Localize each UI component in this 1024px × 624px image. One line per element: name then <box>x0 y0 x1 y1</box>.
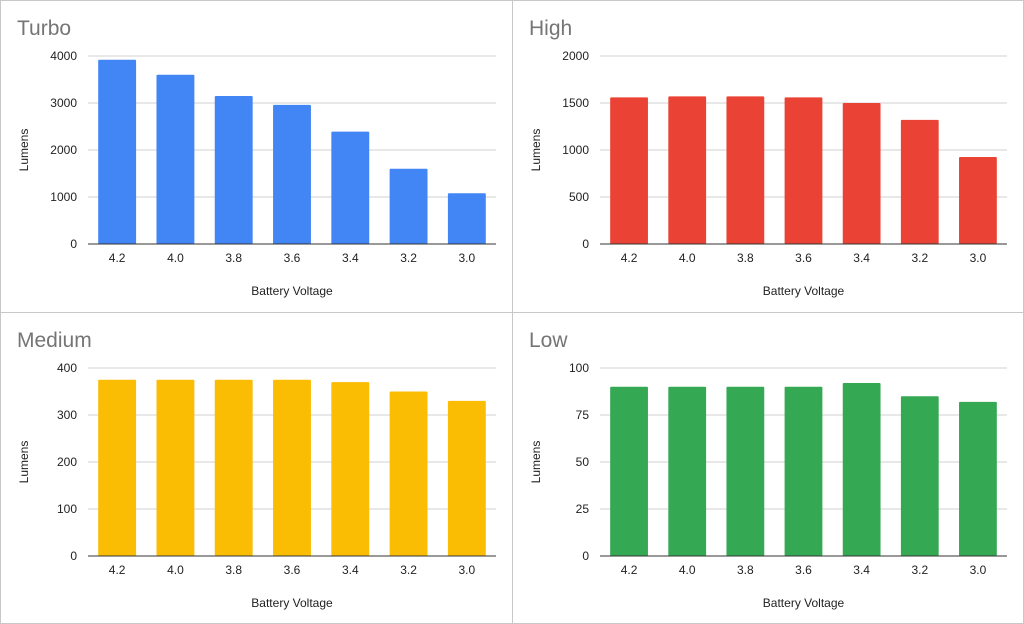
low-chart: Low 0 25 50 75 100 4.2 4.0 3.8 3.6 3.4 3.2 3.0 Batter… <box>529 329 1007 610</box>
x-tick-label: 3.8 <box>737 563 754 577</box>
bar-4-0 <box>156 74 195 244</box>
x-tick-label: 3.0 <box>459 563 476 577</box>
x-tick-label: 3.8 <box>225 563 242 577</box>
y-tick-label: 75 <box>576 408 590 422</box>
bar-3-8 <box>726 386 765 556</box>
y-tick-label: 400 <box>57 361 77 375</box>
y-tick-label: 0 <box>70 237 77 251</box>
y-axis-label: Lumens <box>529 129 543 172</box>
bar-3-4 <box>842 103 881 244</box>
medium-chart: Medium 0 100 200 300 400 4.2 4.0 3.8 3.6 3.4 3.2 3.0… <box>17 329 496 610</box>
y-tick-label: 100 <box>569 361 589 375</box>
chart-title: Low <box>529 329 568 352</box>
y-tick-label: 0 <box>70 549 77 563</box>
bar-4-0 <box>156 379 195 556</box>
x-axis-label: Battery Voltage <box>251 284 333 298</box>
low-chart-panel: Low 0 25 50 75 100 4.2 4.0 3.8 3.6 3.4 3.2 3.0 Batter… <box>512 312 1024 624</box>
high-chart: High 0 500 1000 1500 2000 4.2 4.0 3.8 3.6 3.4 3.2 3.… <box>529 17 1007 298</box>
y-axis-label: Lumens <box>17 441 31 484</box>
x-tick-label: 3.4 <box>853 251 870 265</box>
bar-4-0 <box>668 386 707 556</box>
bar-3-8 <box>214 95 253 244</box>
bar-4-2 <box>610 386 648 556</box>
y-tick-label: 300 <box>57 408 77 422</box>
bar-3-2 <box>900 119 939 244</box>
bar-3-2 <box>389 391 428 556</box>
x-tick-label: 3.6 <box>284 251 301 265</box>
bar-3-0 <box>447 193 486 244</box>
x-tick-label: 3.4 <box>342 563 359 577</box>
x-tick-label: 4.2 <box>109 563 126 577</box>
bar-4-2 <box>98 379 137 556</box>
bar-3-6 <box>273 104 311 244</box>
x-tick-label: 3.2 <box>911 563 928 577</box>
x-tick-label: 3.6 <box>795 563 812 577</box>
chart-title: Turbo <box>17 17 71 40</box>
high-chart-panel: High 0 500 1000 1500 2000 4.2 4.0 3.8 3.6 3.4 3.2 3.… <box>512 0 1024 313</box>
x-axis-label: Battery Voltage <box>763 284 845 298</box>
bar-3-2 <box>389 168 428 244</box>
x-tick-label: 3.6 <box>284 563 301 577</box>
x-tick-label: 3.0 <box>970 563 987 577</box>
y-tick-label: 2000 <box>50 143 77 157</box>
turbo-chart-panel: Turbo 0 1000 2000 3000 4000 4.2 4.0 3.8 3.6 3.4 3.2… <box>0 0 513 313</box>
x-axis-label: Battery Voltage <box>763 596 845 610</box>
x-axis-label: Battery Voltage <box>251 596 333 610</box>
bar-3-2 <box>900 396 939 556</box>
chart-title: Medium <box>17 329 92 352</box>
x-tick-label: 4.0 <box>679 251 696 265</box>
x-tick-label: 4.2 <box>621 563 638 577</box>
bar-3-8 <box>726 96 765 244</box>
y-tick-label: 0 <box>582 237 589 251</box>
bar-3-6 <box>784 386 823 556</box>
x-tick-label: 4.0 <box>679 563 696 577</box>
y-tick-label: 50 <box>576 455 590 469</box>
x-tick-label: 4.2 <box>621 251 638 265</box>
bar-4-0 <box>668 96 707 244</box>
x-tick-label: 4.2 <box>109 251 126 265</box>
bar-3-0 <box>959 401 997 556</box>
bar-3-4 <box>331 382 370 556</box>
bar-4-2 <box>98 59 137 245</box>
bar-3-0 <box>959 157 997 244</box>
x-tick-label: 4.0 <box>167 563 184 577</box>
y-tick-label: 200 <box>57 455 77 469</box>
y-tick-label: 100 <box>57 502 77 516</box>
x-tick-label: 3.0 <box>459 251 476 265</box>
y-tick-label: 0 <box>582 549 589 563</box>
y-axis-label: Lumens <box>529 441 543 484</box>
y-axis-label: Lumens <box>17 129 31 172</box>
bar-3-4 <box>331 131 370 244</box>
x-tick-label: 3.8 <box>737 251 754 265</box>
bar-3-6 <box>273 379 311 556</box>
y-tick-label: 2000 <box>562 49 589 63</box>
x-tick-label: 3.6 <box>795 251 812 265</box>
bar-3-4 <box>842 383 881 556</box>
bar-3-8 <box>214 379 253 556</box>
x-tick-label: 3.2 <box>400 251 417 265</box>
x-tick-label: 3.4 <box>853 563 870 577</box>
x-tick-label: 3.0 <box>970 251 987 265</box>
x-tick-label: 3.2 <box>400 563 417 577</box>
y-tick-label: 3000 <box>50 96 77 110</box>
x-tick-label: 3.8 <box>225 251 242 265</box>
bar-4-2 <box>610 97 648 244</box>
medium-chart-panel: Medium 0 100 200 300 400 4.2 4.0 3.8 3.6 3.4 3.2 3.0… <box>0 312 513 624</box>
y-tick-label: 25 <box>576 502 590 516</box>
y-tick-label: 4000 <box>50 49 77 63</box>
x-tick-label: 4.0 <box>167 251 184 265</box>
y-tick-label: 1000 <box>562 143 589 157</box>
chart-title: High <box>529 17 572 40</box>
x-tick-label: 3.4 <box>342 251 359 265</box>
x-tick-label: 3.2 <box>911 251 928 265</box>
y-tick-label: 500 <box>569 190 589 204</box>
y-tick-label: 1000 <box>50 190 77 204</box>
turbo-chart: Turbo 0 1000 2000 3000 4000 4.2 4.0 3.8 3.6 3.4 3.2… <box>17 17 496 298</box>
bar-3-6 <box>784 97 823 244</box>
y-tick-label: 1500 <box>562 96 589 110</box>
bar-3-0 <box>447 400 486 556</box>
